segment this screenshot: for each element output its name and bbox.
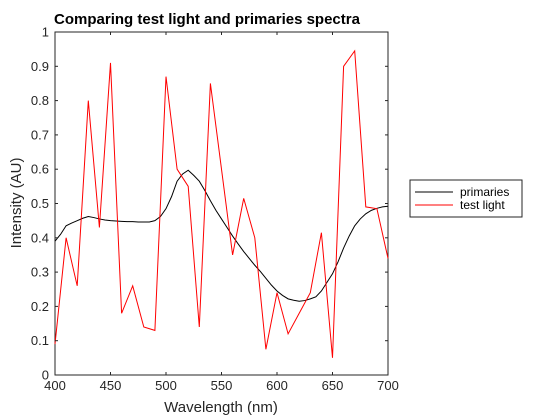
x-tick-label: 650 — [322, 378, 344, 393]
x-axis: 400 450 500 550 600 650 700 — [44, 32, 399, 393]
legend-label-primaries: primaries — [460, 185, 509, 199]
x-axis-label: Wavelength (nm) — [164, 399, 278, 416]
x-tick-label: 600 — [266, 378, 288, 393]
y-tick-label: 0.1 — [31, 333, 49, 348]
chart-title: Comparing test light and primaries spect… — [54, 11, 361, 28]
y-tick-label: 0.3 — [31, 265, 49, 280]
y-axis-label: Intensity (AU) — [8, 158, 25, 249]
legend-box — [409, 179, 523, 218]
x-tick-label: 500 — [155, 378, 177, 393]
y-tick-label: 0.9 — [31, 59, 49, 74]
legend-label-test-light: test light — [460, 198, 505, 212]
y-tick-label: 0.8 — [31, 93, 49, 108]
y-tick-label: 0 — [42, 368, 49, 383]
y-tick-label: 0.7 — [31, 127, 49, 142]
y-tick-label: 0.2 — [31, 299, 49, 314]
x-tick-label: 450 — [100, 378, 122, 393]
x-tick-label: 550 — [211, 378, 233, 393]
y-axis: 0 0.1 0.2 0.3 0.4 0.5 0.6 0.7 0.8 0.9 1 — [31, 25, 388, 383]
x-tick-label: 700 — [377, 378, 399, 393]
y-tick-label: 0.6 — [31, 162, 49, 177]
axes-box — [54, 31, 389, 376]
plot-area — [54, 31, 389, 376]
y-tick-label: 0.5 — [31, 196, 49, 211]
y-tick-label: 0.4 — [31, 230, 49, 245]
y-tick-label: 1 — [42, 25, 49, 40]
series-line-test-light — [54, 49, 389, 358]
series-line-primaries — [54, 169, 389, 302]
x-tick-label: 400 — [44, 378, 66, 393]
